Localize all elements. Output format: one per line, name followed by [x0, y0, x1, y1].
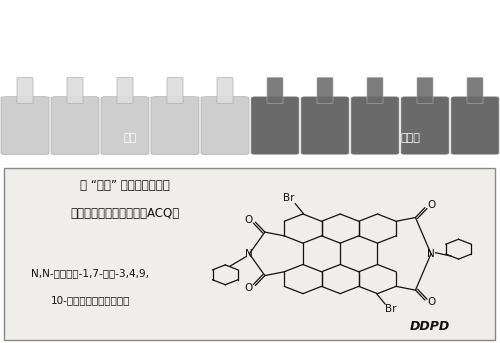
Text: 90: 90: [466, 39, 483, 52]
FancyBboxPatch shape: [267, 78, 283, 104]
Text: 光发射的聚集导致缹灯（ACQ）: 光发射的聚集导致缹灯（ACQ）: [70, 208, 180, 221]
FancyBboxPatch shape: [351, 97, 399, 154]
Text: 在 “传统” 的发光体体系中: 在 “传统” 的发光体体系中: [80, 179, 170, 192]
FancyBboxPatch shape: [101, 97, 149, 154]
Text: 20: 20: [116, 39, 134, 52]
FancyBboxPatch shape: [1, 97, 49, 154]
FancyBboxPatch shape: [401, 97, 449, 154]
Text: O: O: [428, 297, 436, 307]
Text: N: N: [246, 249, 253, 259]
Text: 0: 0: [20, 39, 30, 52]
Text: O: O: [244, 283, 252, 293]
Text: 30: 30: [166, 39, 184, 52]
Text: 水含量（体积%）: 水含量（体积%）: [115, 12, 180, 25]
Text: N,N-二环己基-1,7-二渴-3,4,9,: N,N-二环己基-1,7-二渴-3,4,9,: [31, 268, 149, 278]
Text: 50: 50: [266, 39, 284, 52]
FancyBboxPatch shape: [67, 78, 83, 104]
Text: Br: Br: [386, 304, 397, 315]
FancyBboxPatch shape: [51, 97, 99, 154]
Text: N: N: [427, 249, 435, 259]
Text: O: O: [244, 215, 252, 225]
Text: O: O: [428, 200, 436, 210]
FancyBboxPatch shape: [451, 97, 499, 154]
FancyBboxPatch shape: [4, 168, 495, 340]
Text: 聚集体: 聚集体: [400, 133, 420, 143]
Text: 80: 80: [416, 39, 434, 52]
FancyBboxPatch shape: [251, 97, 299, 154]
Text: Br: Br: [284, 193, 295, 203]
Text: 60: 60: [316, 39, 334, 52]
Text: 40: 40: [216, 39, 234, 52]
FancyBboxPatch shape: [301, 97, 349, 154]
Text: 10-二萍嵌苯四甲酰二亚胺: 10-二萍嵌苯四甲酰二亚胺: [50, 295, 130, 305]
FancyBboxPatch shape: [317, 78, 333, 104]
Text: 70: 70: [366, 39, 384, 52]
FancyBboxPatch shape: [17, 78, 33, 104]
Text: DDPD: DDPD: [410, 320, 450, 333]
FancyBboxPatch shape: [201, 97, 249, 154]
FancyBboxPatch shape: [117, 78, 133, 104]
FancyBboxPatch shape: [217, 78, 233, 104]
Text: 溶液: 溶液: [124, 133, 136, 143]
FancyBboxPatch shape: [417, 78, 433, 104]
Text: 10: 10: [66, 39, 84, 52]
FancyBboxPatch shape: [151, 97, 199, 154]
FancyBboxPatch shape: [467, 78, 483, 104]
FancyBboxPatch shape: [367, 78, 383, 104]
FancyBboxPatch shape: [167, 78, 183, 104]
